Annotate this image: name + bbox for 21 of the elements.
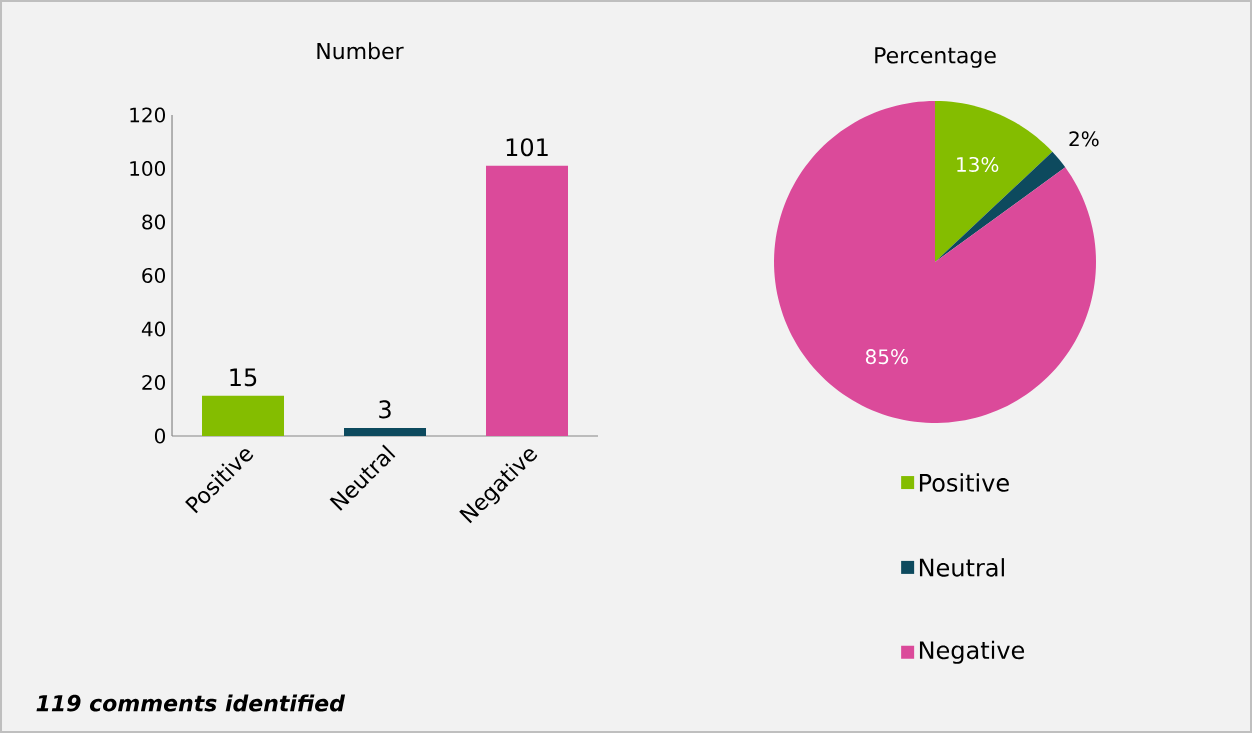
data-label: 13% xyxy=(957,156,999,173)
y-tick-label: 100 xyxy=(130,160,166,177)
text: 119 comments identified xyxy=(36,694,346,712)
data-label: 85% xyxy=(865,349,908,365)
y-tick-label: 40 xyxy=(141,321,166,337)
data-label: 3 xyxy=(379,400,391,419)
y-tick-label: 60 xyxy=(142,267,166,284)
y-tick-label: 120 xyxy=(130,107,166,123)
legend-label: Negative xyxy=(919,640,1025,664)
bar xyxy=(344,427,427,436)
legend-label: Neutral xyxy=(919,558,1004,577)
chart-title: Percentage xyxy=(875,47,996,68)
data-label: 101 xyxy=(506,138,548,157)
chart-title: Number xyxy=(317,42,404,60)
y-tick-label: 0 xyxy=(154,428,166,444)
bar xyxy=(486,165,569,436)
y-tick-label: 20 xyxy=(142,374,166,391)
data-label: 2% xyxy=(1069,131,1099,147)
bar xyxy=(202,395,285,436)
y-tick-label: 80 xyxy=(142,214,166,230)
data-label: 15 xyxy=(230,368,257,387)
